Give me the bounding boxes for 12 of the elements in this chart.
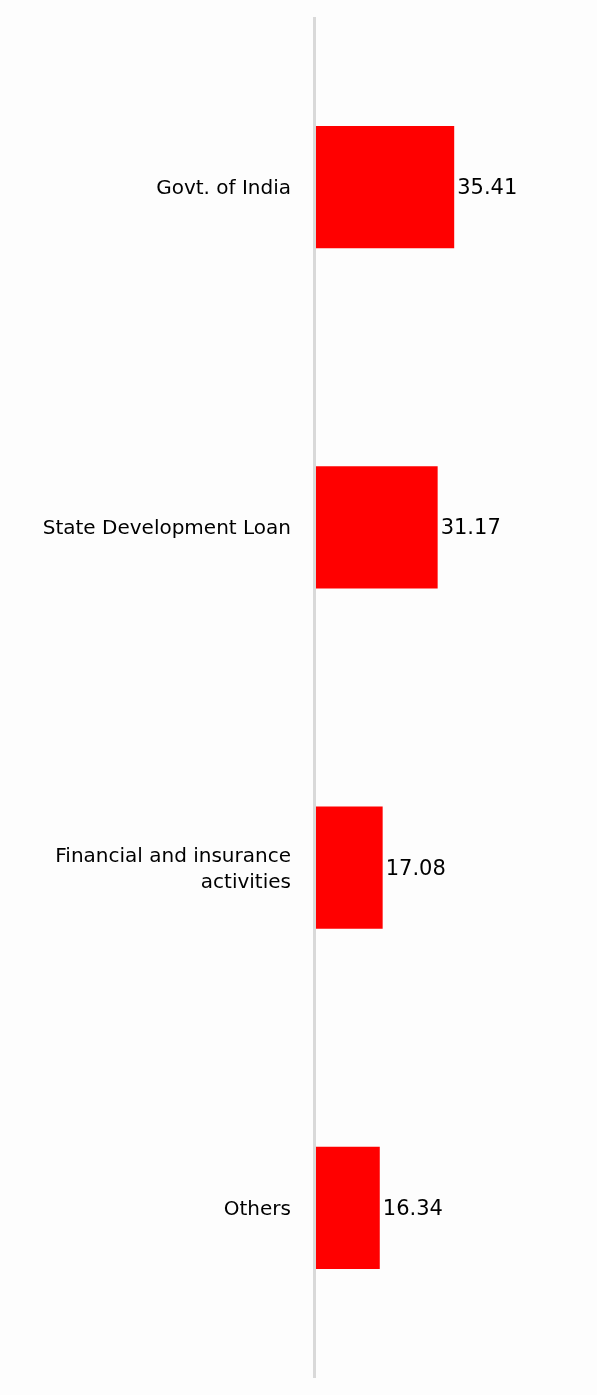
bar xyxy=(316,466,438,589)
data-label: 16.34 xyxy=(382,1195,443,1220)
bar xyxy=(316,1146,380,1270)
bar xyxy=(316,125,455,249)
bar xyxy=(316,806,383,929)
data-label: 17.08 xyxy=(385,855,446,880)
data-label: 35.41 xyxy=(457,175,518,200)
data-label: 31.17 xyxy=(440,515,501,540)
y-tick-label: Govt. of India xyxy=(156,175,291,200)
y-tick-label: Others xyxy=(223,1195,291,1220)
y-tick-label: Financial and insurance activities xyxy=(55,842,291,893)
y-tick-label: State Development Loan xyxy=(42,515,291,540)
